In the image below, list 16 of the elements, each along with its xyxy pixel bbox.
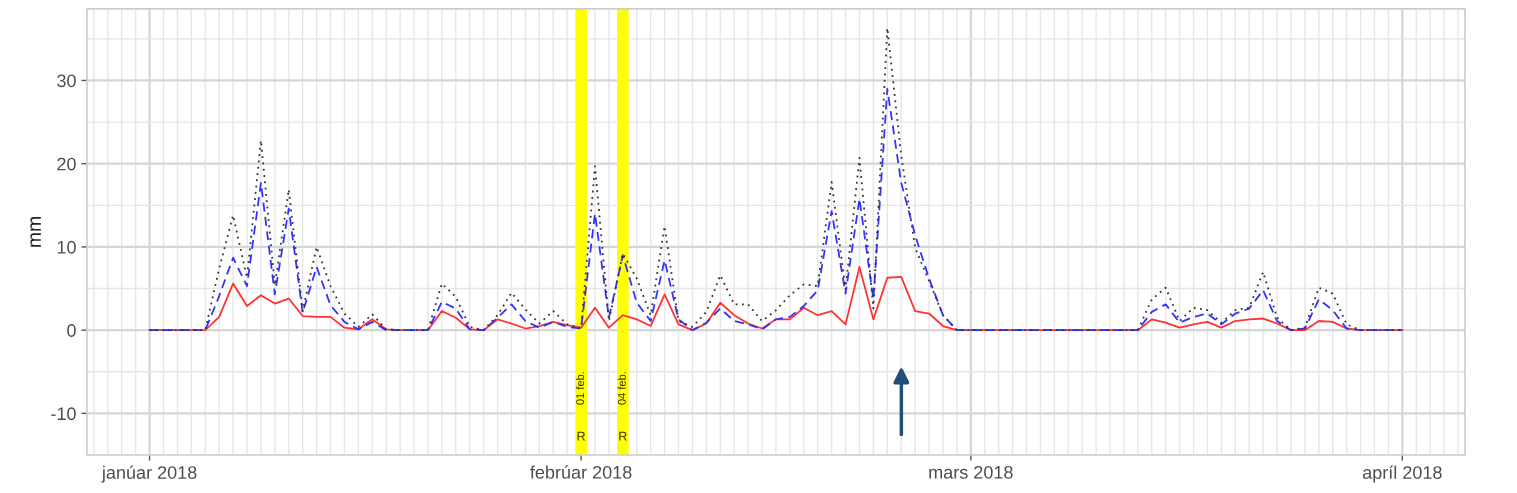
- x-tick-label: apríl 2018: [1362, 465, 1442, 483]
- y-tick-label: 10: [57, 240, 76, 254]
- y-tick-label: 20: [57, 157, 76, 171]
- x-tick-label: mars 2018: [929, 465, 1013, 479]
- y-tick-label: 30: [57, 74, 76, 88]
- x-tick-label: febrúar 2018: [530, 465, 632, 479]
- line-series: [148, 87, 1404, 332]
- y-tick-label: 0: [67, 324, 76, 337]
- band-label: 04 feb.: [617, 372, 626, 405]
- band-label: 01 feb.: [575, 372, 585, 405]
- text: R: [619, 431, 627, 441]
- line-series: [148, 266, 1404, 332]
- x-tick-label: janúar 2018: [101, 465, 197, 483]
- y-axis-title: mm: [30, 217, 41, 247]
- y-tick-label: -10: [51, 407, 76, 421]
- text: R: [577, 431, 585, 441]
